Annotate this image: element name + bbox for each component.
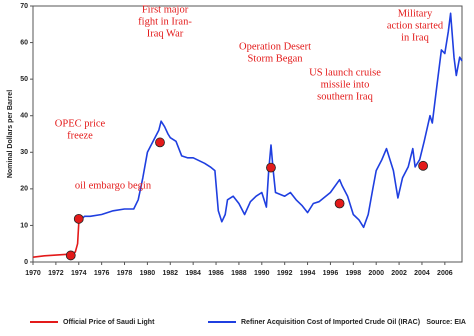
x-tick-label: 1988 — [231, 270, 247, 277]
x-tick-label: 1998 — [346, 270, 362, 277]
y-tick-label: 0 — [24, 259, 28, 266]
x-tick-label: 1996 — [323, 270, 339, 277]
y-tick-label: 10 — [20, 222, 28, 229]
legend-label: Refiner Acquisition Cost of Imported Cru… — [241, 319, 420, 326]
event-marker — [155, 137, 165, 148]
x-tick-label: 1986 — [208, 270, 224, 277]
annotation: First major — [142, 4, 189, 15]
x-tick-label: 2002 — [391, 270, 407, 277]
x-tick-label: 1978 — [117, 270, 133, 277]
annotation: OPEC price — [55, 118, 106, 129]
y-tick-label: 30 — [20, 149, 28, 156]
x-tick-label: 1990 — [254, 270, 270, 277]
x-tick-label: 1980 — [140, 270, 156, 277]
x-tick-label: 1976 — [94, 270, 110, 277]
annotation: fight in Iran- — [138, 16, 192, 27]
series-line — [78, 12, 463, 229]
y-tick-label: 20 — [20, 186, 28, 193]
annotation: oil embargo begin — [75, 180, 152, 191]
annotation: US launch cruise — [309, 67, 381, 78]
annotation: in Iraq — [401, 32, 429, 43]
x-tick-label: 2006 — [437, 270, 453, 277]
annotation: Operation Desert — [239, 41, 311, 52]
x-tick-label: 1982 — [162, 270, 178, 277]
y-axis-label: Nominal Dollars per Barrel — [7, 90, 14, 178]
x-tick-label: 1970 — [25, 270, 41, 277]
event-marker — [266, 162, 276, 173]
event-marker — [65, 250, 76, 261]
annotation: Military — [398, 8, 433, 19]
y-tick-label: 40 — [20, 113, 28, 120]
annotation: missile into — [321, 79, 370, 90]
x-tick-label: 1984 — [185, 270, 201, 277]
annotation: Storm Began — [247, 53, 303, 64]
y-tick-label: 70 — [20, 3, 28, 10]
plot-frame — [32, 5, 463, 263]
annotation: freeze — [67, 130, 93, 141]
y-tick-label: 60 — [20, 39, 28, 46]
source: Source: EIA — [426, 319, 466, 326]
legend-label: Official Price of Saudi Light — [63, 319, 155, 326]
x-tick-label: 1992 — [277, 270, 293, 277]
event-marker — [73, 213, 84, 224]
y-tick-label: 50 — [20, 76, 28, 83]
event-marker — [418, 160, 429, 171]
x-tick-label: 1994 — [300, 270, 316, 277]
x-tick-label: 1974 — [71, 270, 87, 277]
x-tick-label: 2004 — [414, 270, 430, 277]
x-tick-label: 1972 — [48, 270, 64, 277]
x-tick-label: 2000 — [368, 270, 384, 277]
annotation: action started — [387, 20, 444, 31]
annotation: southern Iraq — [317, 91, 373, 102]
annotation: Iraq War — [147, 28, 184, 39]
event-marker — [334, 198, 345, 209]
